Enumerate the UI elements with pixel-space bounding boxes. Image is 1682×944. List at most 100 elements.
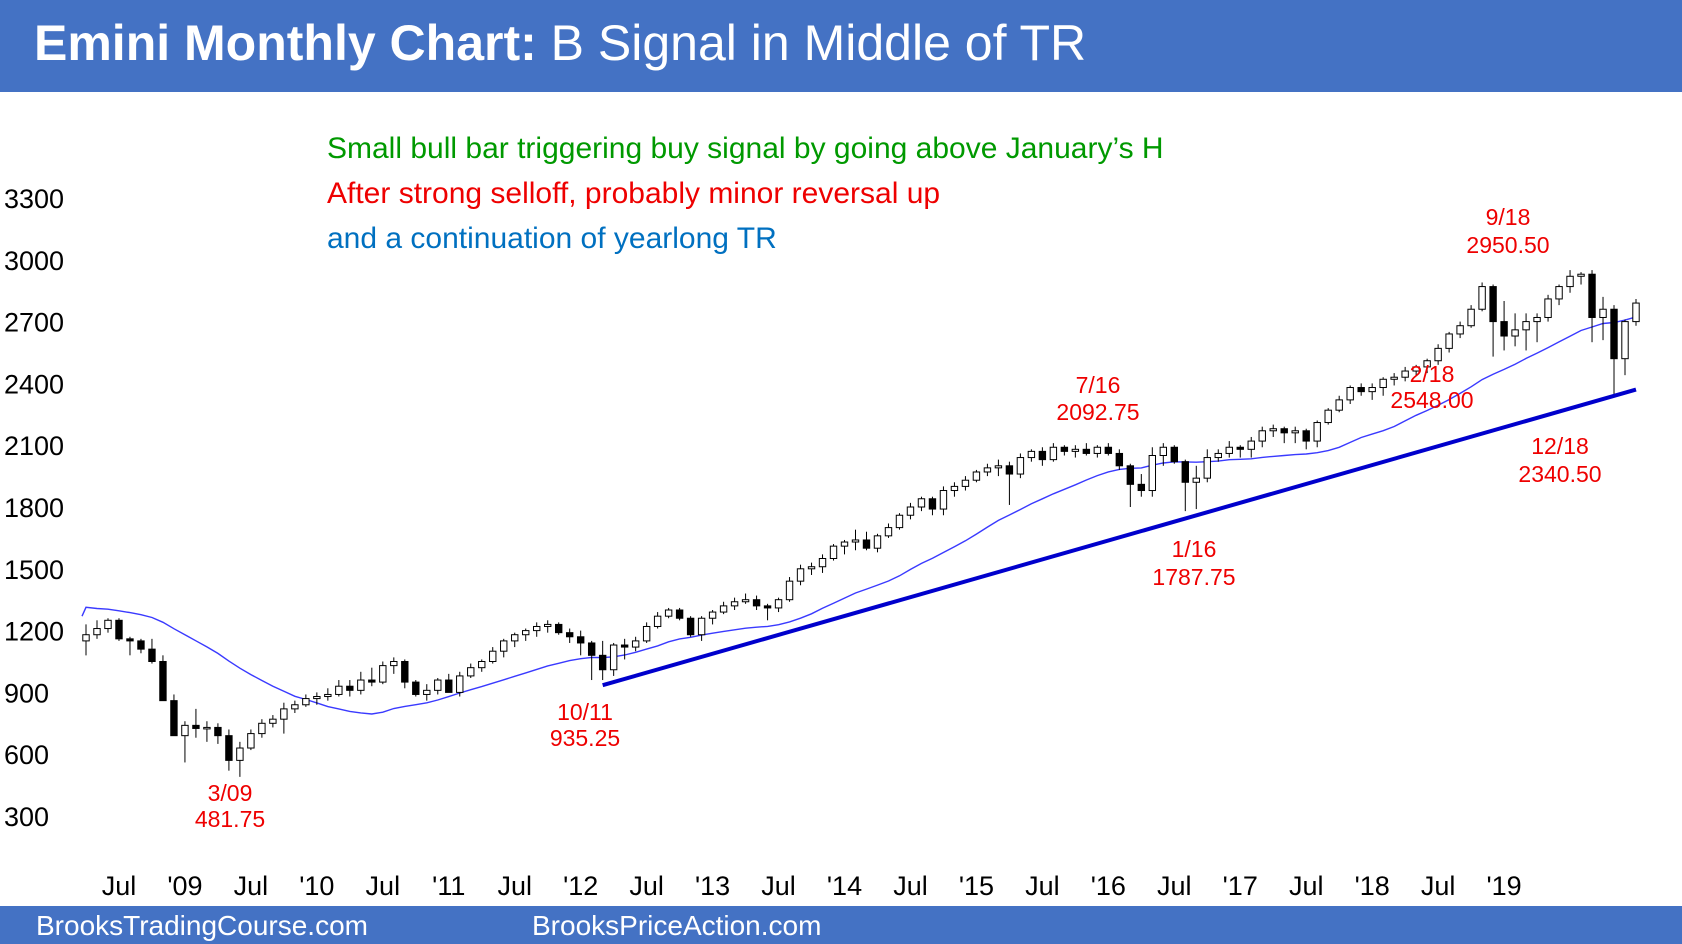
x-tick-label: Jul [893, 871, 928, 901]
bear-candle [576, 636, 585, 644]
annotation-date: 9/18 [1486, 204, 1531, 230]
y-tick-label: 3000 [4, 246, 64, 276]
bull-candle [544, 623, 552, 627]
bear-candle [1126, 465, 1135, 485]
bull-candle [82, 634, 90, 642]
bear-candle [1181, 461, 1189, 483]
bull-candle [796, 568, 805, 582]
bull-candle [1269, 428, 1277, 432]
x-tick-label: Jul [366, 871, 401, 901]
bull-candle [1445, 333, 1453, 349]
candlestick-chart: 300 600 900 1200 1500 1800 2100 2400 2700 3000 330… [4, 132, 1640, 901]
bull-candle [1335, 399, 1343, 411]
bull-candle [93, 628, 101, 636]
bull-candle [236, 747, 244, 761]
annotation-date: 3/09 [208, 780, 253, 806]
bull-candle [1093, 446, 1102, 454]
bull-candle [664, 609, 673, 617]
x-tick-label: Jul [629, 871, 664, 901]
x-tick-label: Jul [1025, 871, 1060, 901]
bear-candle [412, 681, 420, 695]
bull-candle [774, 599, 783, 609]
bull-candle [1203, 457, 1211, 479]
bear-candle [445, 679, 453, 693]
annotation-price: 935.25 [550, 725, 620, 751]
bull-candle [1511, 329, 1519, 337]
bull-candle [181, 724, 189, 737]
bear-candle [346, 685, 354, 691]
y-axis-ticks: 300 600 900 1200 1500 1800 2100 2400 2700 3000 330… [4, 184, 64, 832]
bull-candle [961, 479, 970, 487]
y-tick-label: 600 [4, 740, 49, 770]
bull-candle [994, 465, 1003, 469]
bull-candle [511, 634, 519, 642]
bull-candle [423, 689, 431, 695]
bull-candle [258, 722, 266, 735]
bull-candle [280, 708, 288, 720]
y-tick-label: 300 [4, 802, 49, 832]
bull-candle [335, 685, 343, 695]
bull-candle [203, 726, 211, 730]
x-tick-label: Jul [1157, 871, 1192, 901]
bear-candle [115, 619, 123, 640]
x-tick-label: Jul [102, 871, 137, 901]
x-tick-label: '16 [1091, 871, 1126, 901]
bear-candle [1610, 308, 1618, 360]
x-tick-label: '15 [959, 871, 994, 901]
bear-candle [401, 661, 409, 683]
bear-candle [675, 609, 684, 619]
bear-candle [1082, 448, 1091, 454]
bull-candle [741, 599, 750, 603]
bear-candle [159, 661, 167, 702]
annotation-price: 1787.75 [1152, 564, 1235, 590]
bull-candle [873, 535, 882, 549]
x-tick-label: '14 [827, 871, 862, 901]
bear-candle [1060, 446, 1069, 452]
y-tick-label: 1800 [4, 493, 64, 523]
bull-candle [1225, 446, 1233, 454]
bull-candle [478, 661, 486, 669]
title-banner: Emini Monthly Chart: B Signal in Middle … [0, 0, 1682, 92]
bull-candle [1148, 455, 1157, 492]
commentary-line: Small bull bar triggering buy signal by … [327, 132, 1164, 165]
bull-candle [1632, 302, 1640, 323]
bull-candle [829, 545, 838, 560]
bear-candle [763, 605, 772, 609]
bull-candle [697, 617, 706, 636]
page-title: Emini Monthly Chart: B Signal in Middle … [34, 14, 1086, 72]
footer-left-link[interactable]: BrooksTradingCourse.com [36, 910, 368, 941]
x-tick-label: '11 [432, 871, 465, 901]
bull-candle [1247, 440, 1255, 450]
bull-candle [1423, 360, 1431, 368]
y-tick-label: 1500 [4, 555, 64, 585]
bull-candle [1522, 321, 1530, 331]
bull-candle [631, 640, 640, 648]
bear-candle [1005, 465, 1014, 475]
bull-candle [1258, 430, 1266, 442]
bull-candle [500, 640, 508, 652]
bull-candle [467, 667, 475, 677]
bull-candle [1049, 446, 1058, 461]
bull-candle [1071, 448, 1080, 452]
x-tick-label: Jul [234, 871, 269, 901]
bull-candle [1577, 273, 1585, 277]
bull-candle [708, 611, 717, 619]
annotation-price: 2340.50 [1518, 461, 1601, 487]
bear-candle [148, 648, 156, 663]
commentary: Small bull bar triggering buy signal by … [327, 132, 1164, 255]
annotation-date: 1/16 [1172, 536, 1217, 562]
footer-right-link[interactable]: BrooksPriceAction.com [532, 910, 822, 941]
trendline-group [602, 387, 1637, 688]
annotation-date: 2/18 [1410, 361, 1455, 387]
bear-candle [1137, 483, 1146, 492]
bull-candle [1291, 430, 1299, 434]
y-tick-label: 900 [4, 678, 49, 708]
bull-candle [390, 661, 398, 667]
x-tick-label: Jul [1421, 871, 1456, 901]
bear-candle [862, 539, 871, 549]
bull-candle [1478, 286, 1486, 310]
annotation-price: 2950.50 [1466, 232, 1549, 258]
bear-candle [1170, 446, 1178, 463]
bear-candle [598, 654, 607, 671]
